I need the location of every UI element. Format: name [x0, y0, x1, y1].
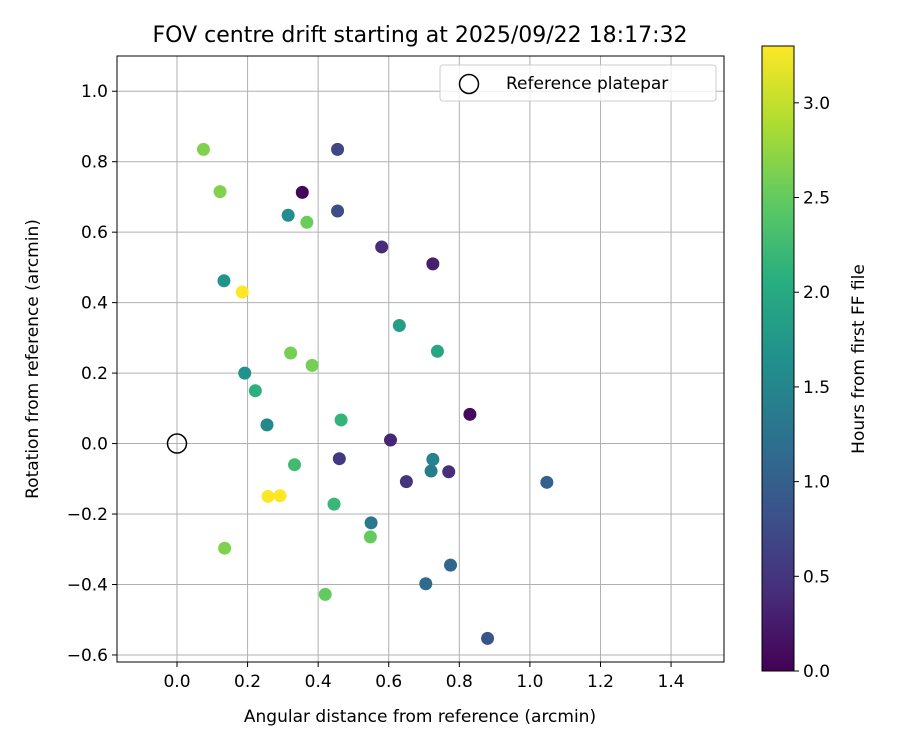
data-point: [305, 358, 319, 372]
grid-lines: [117, 56, 724, 662]
data-point: [430, 344, 444, 358]
data-point: [426, 257, 440, 271]
data-point: [217, 274, 231, 288]
data-point: [300, 215, 314, 229]
x-tick-label: 0.4: [305, 672, 332, 692]
data-points: [196, 142, 554, 645]
legend-box: [439, 64, 717, 102]
data-point: [540, 475, 554, 489]
y-tick-label: 0.2: [81, 364, 108, 384]
data-point: [463, 407, 477, 421]
x-axis-label: Angular distance from reference (arcmin): [244, 707, 596, 727]
y-tick-label: −0.4: [67, 575, 108, 595]
data-point: [273, 489, 287, 503]
data-point: [443, 558, 457, 572]
legend: Reference platepar: [439, 64, 717, 102]
data-point: [284, 346, 298, 360]
colorbar-tick-label: 0.0: [803, 662, 830, 682]
data-point: [218, 541, 232, 555]
y-axis-ticks: −0.6 −0.4 −0.2 0.0 0.2 0.4 0.6 0.8 1.0: [67, 82, 117, 666]
y-tick-label: −0.2: [67, 505, 108, 525]
chart-title: FOV centre drift starting at 2025/09/22 …: [153, 23, 688, 48]
data-point: [424, 464, 438, 478]
plot-area-frame: [116, 55, 725, 663]
data-point: [261, 489, 275, 503]
data-point: [196, 142, 210, 156]
colorbar-ticks: 0.0 0.5 1.0 1.5 2.0 2.5 3.0: [794, 94, 830, 682]
reference-platepar-marker: [166, 433, 188, 454]
data-point: [288, 458, 302, 472]
y-tick-label: 1.0: [81, 82, 108, 102]
data-point: [318, 587, 332, 601]
x-tick-label: 0.2: [234, 672, 261, 692]
data-point: [375, 240, 389, 254]
data-point: [235, 285, 249, 299]
x-tick-label: 0.6: [375, 672, 402, 692]
data-point: [327, 497, 341, 511]
colorbar-tick-label: 3.0: [803, 94, 830, 114]
data-point: [419, 577, 433, 591]
colorbar-tick-label: 1.0: [803, 473, 830, 493]
data-point: [481, 631, 495, 645]
colorbar-frame: [761, 45, 795, 672]
data-point: [248, 384, 262, 398]
x-tick-label: 1.4: [658, 672, 685, 692]
colorbar: 0.0 0.5 1.0 1.5 2.0 2.5 3.0 Hours from first F…: [761, 45, 869, 682]
colorbar-tick-label: 2.0: [803, 283, 830, 303]
legend-label-reference: Reference platepar: [506, 74, 668, 94]
y-axis-label: Rotation from reference (arcmin): [23, 219, 43, 499]
x-tick-label: 0.0: [163, 672, 190, 692]
colorbar-tick-label: 1.5: [803, 378, 830, 398]
data-point: [426, 452, 440, 466]
x-tick-label: 1.0: [516, 672, 543, 692]
y-tick-label: −0.6: [67, 646, 108, 666]
data-point: [331, 204, 345, 218]
data-point: [363, 530, 377, 544]
data-point: [392, 319, 406, 333]
colorbar-label: Hours from first FF file: [849, 264, 869, 454]
x-axis-ticks: 0.0 0.2 0.4 0.6 0.8 1.0 1.2 1.4: [163, 662, 685, 692]
data-point: [399, 475, 413, 489]
data-point: [364, 516, 378, 530]
x-tick-label: 0.8: [446, 672, 473, 692]
legend-marker-reference: [458, 73, 480, 95]
data-point: [332, 452, 346, 466]
data-point: [334, 413, 348, 427]
x-tick-label: 1.2: [587, 672, 614, 692]
data-point: [442, 465, 456, 479]
data-point: [331, 142, 345, 156]
y-tick-label: 0.4: [81, 294, 108, 314]
y-tick-label: 0.8: [81, 153, 108, 173]
colorbar-gradient: [762, 46, 794, 671]
y-tick-label: 0.0: [81, 435, 108, 455]
data-point: [281, 208, 295, 222]
data-point: [238, 366, 252, 380]
colorbar-tick-label: 2.5: [803, 189, 830, 209]
data-point: [295, 185, 309, 199]
data-point: [213, 185, 227, 199]
colorbar-tick-label: 0.5: [803, 567, 830, 587]
y-tick-label: 0.6: [81, 223, 108, 243]
data-point: [260, 418, 274, 432]
data-point: [384, 433, 398, 447]
